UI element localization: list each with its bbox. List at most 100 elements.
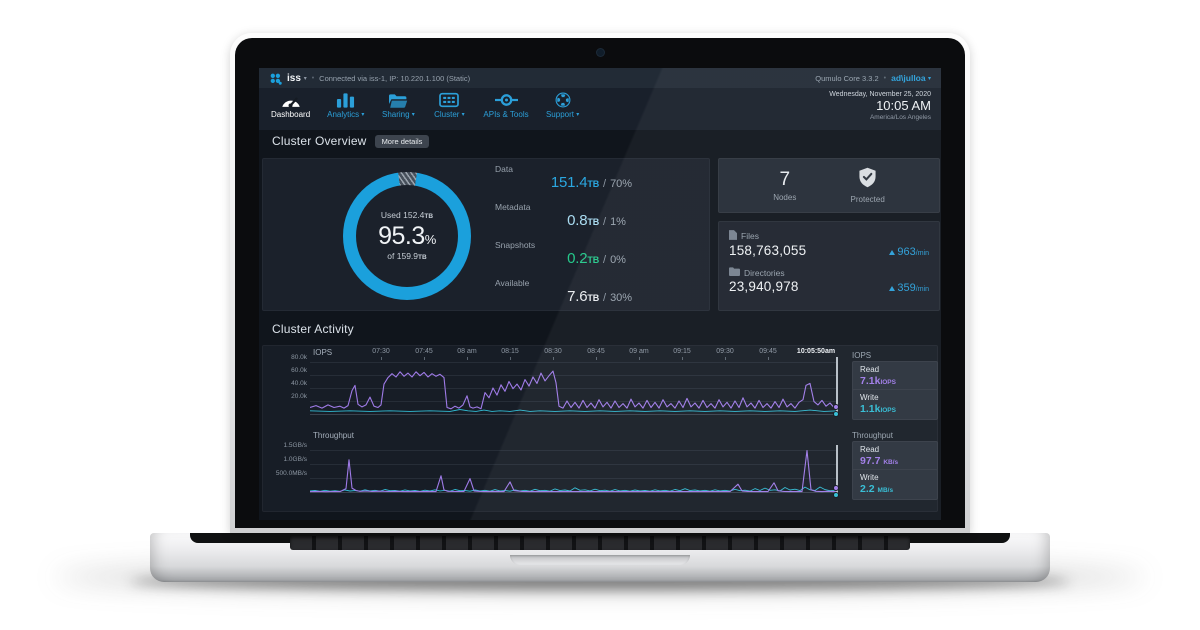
qumulo-logo-icon [269, 72, 282, 85]
counter-rate: 359/min [889, 282, 929, 294]
counter-value: 158,763,055 [729, 243, 807, 258]
nav-item-label: Support ▾ [545, 110, 580, 119]
laptop-keyboard [290, 536, 910, 550]
time-tick: 08:15 [501, 348, 519, 355]
datetime-block: Wednesday, November 25, 2020 10:05 AM Am… [829, 91, 931, 121]
nodes-card: 7 Nodes Protected [718, 158, 940, 213]
nav-item-support[interactable]: Support ▾ [546, 92, 580, 119]
donut-used-line: Used 152.4TB [380, 210, 434, 221]
nav-item-analytics[interactable]: Analytics ▾ [327, 92, 364, 119]
dashboard-screen: iss ▾ • Connected via iss-1, IP: 10.220.… [259, 68, 941, 520]
life-ring-icon [555, 92, 571, 108]
time-tickmark [596, 357, 597, 360]
time-tickmark [639, 357, 640, 360]
chevron-down-icon: ▾ [461, 112, 465, 118]
main-nav: Dashboard Analytics ▾ Sharing ▾ Cluster ▾ AP… [259, 88, 941, 130]
arrow-up-icon [889, 250, 896, 255]
overview-heading-row: Cluster Overview More details [272, 134, 430, 148]
nav-item-label: APIs & Tools [483, 110, 529, 119]
nav-item-sharing[interactable]: Sharing ▾ [381, 92, 415, 119]
laptop-lid: iss ▾ • Connected via iss-1, IP: 10.220.… [230, 33, 970, 533]
y-axis-tick: 1.5GB/s [283, 442, 307, 449]
nav-item-dashboard[interactable]: Dashboard [271, 92, 310, 119]
dot-separator: • [311, 74, 315, 82]
y-axis-tick: 60.0k [291, 367, 307, 374]
timezone: America/Los Angeles [869, 113, 931, 121]
counter-files: Files 158,763,055 963/min [729, 230, 929, 258]
iops-time-scrubber[interactable] [836, 357, 838, 415]
screen-bezel: iss ▾ • Connected via iss-1, IP: 10.220.… [235, 38, 965, 528]
nav-item-label: Analytics ▾ [327, 110, 365, 119]
stat-value: 0.2TB [567, 250, 599, 267]
nav-item-label: Dashboard [271, 110, 311, 119]
chevron-down-icon: ▾ [927, 76, 931, 82]
donut-total-line: of 159.9TB [387, 251, 427, 261]
time-tick: 07:45 [415, 348, 433, 355]
stat-value: 7.6TB [567, 288, 599, 305]
time-tick: 09:15 [673, 348, 691, 355]
iops-line-chart[interactable] [310, 362, 838, 415]
stat-value: 0.8TB [567, 212, 599, 229]
counter-directories: Directories 23,940,978 359/min [729, 267, 929, 294]
counter-value: 23,940,978 [729, 279, 799, 294]
time-tick: 09:45 [759, 348, 777, 355]
stat-label: Available [495, 278, 530, 288]
stat-percent: 30% [610, 292, 633, 304]
throughput-write-cursor-dot [833, 492, 839, 498]
core-version: Qumulo Core 3.3.2 [815, 73, 879, 83]
throughput-write-legend: Write 2.2 MB/s [852, 469, 938, 500]
stat-snapshots: Snapshots 0.2TB/0% [495, 240, 701, 267]
time-tick: 09:30 [716, 348, 734, 355]
nav-item-cluster[interactable]: Cluster ▾ [432, 92, 466, 119]
chevron-down-icon: ▾ [411, 112, 415, 118]
connection-status: Connected via iss-1, IP: 10.220.1.100 (S… [319, 73, 471, 83]
time-tickmark [725, 357, 726, 360]
user-menu[interactable]: ad\julloa ▾ [891, 73, 931, 83]
activity-heading-row: Cluster Activity [272, 322, 354, 336]
folder-share-icon [388, 92, 408, 108]
nodes-label: Nodes [773, 193, 797, 202]
stat-data: Data 151.4TB/70% [495, 164, 701, 191]
cluster-activity-title: Cluster Activity [272, 322, 354, 336]
dashboard-main: Cluster Overview More details Used 152.4… [259, 68, 941, 520]
iops-chart-label: IOPS [313, 348, 333, 357]
iops-read-legend: Read 7.1kIOPS [852, 361, 938, 392]
laptop-base [150, 533, 1050, 582]
counter-rate: 963/min [889, 246, 929, 258]
throughput-line-chart[interactable] [310, 450, 838, 493]
y-axis-tick: 80.0k [291, 354, 307, 361]
stat-label: Data [495, 164, 513, 174]
more-details-button[interactable]: More details [374, 134, 430, 148]
nav-items: Dashboard Analytics ▾ Sharing ▾ Cluster ▾ AP… [271, 92, 580, 119]
throughput-time-scrubber[interactable] [836, 445, 838, 497]
donut-center: Used 152.4TB 95.3% of 159.9TB [356, 185, 458, 287]
nav-item-apis-tools[interactable]: APIs & Tools [483, 92, 529, 119]
throughput-legend-title: Throughput [852, 431, 893, 440]
stat-value: 151.4TB [550, 174, 599, 191]
time-tick: 08 am [457, 348, 477, 355]
stat-label: Snapshots [495, 240, 536, 250]
chevron-down-icon: ▾ [303, 75, 307, 82]
time-tickmark [553, 357, 554, 360]
file-icon [729, 230, 737, 242]
capacity-donut-chart[interactable]: Used 152.4TB 95.3% of 159.9TB [343, 172, 471, 300]
stat-percent: 70% [610, 178, 633, 190]
plug-icon [494, 92, 518, 108]
time-tickmark [510, 357, 511, 360]
arrow-up-icon [889, 286, 896, 291]
stat-available: Available 7.6TB/30% [495, 278, 701, 305]
top-bar-right: Qumulo Core 3.3.2 • ad\julloa ▾ [815, 73, 931, 83]
nodes-count-cell: 7 Nodes [773, 169, 796, 202]
stat-percent: 0% [610, 254, 626, 266]
activity-panel [262, 345, 938, 512]
y-axis-tick: 40.0k [291, 380, 307, 387]
stat-percent: 1% [610, 216, 626, 228]
nav-item-label: Cluster ▾ [434, 110, 465, 119]
cluster-grid-icon [439, 92, 460, 108]
current-time: 10:05 AM [876, 98, 931, 114]
cluster-name-menu[interactable]: iss ▾ [287, 73, 307, 84]
folder-icon [729, 267, 740, 278]
time-tickmark [682, 357, 683, 360]
protection-cell: Protected [851, 167, 885, 204]
